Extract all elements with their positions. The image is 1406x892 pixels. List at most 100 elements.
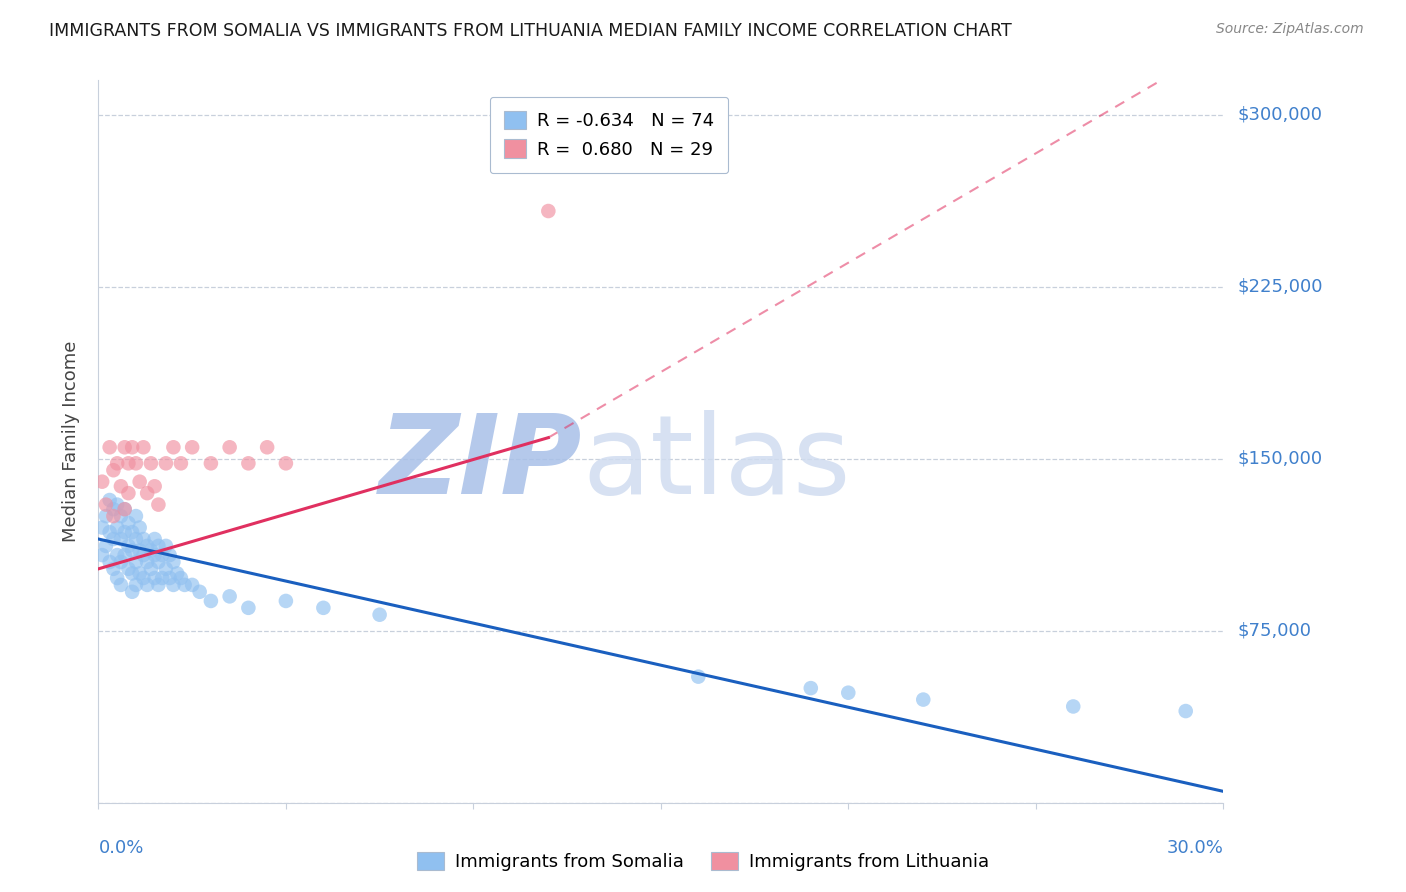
Point xyxy=(218,590,240,604)
Text: $75,000: $75,000 xyxy=(1237,622,1312,640)
Point xyxy=(181,440,204,454)
Point xyxy=(110,555,132,569)
Text: atlas: atlas xyxy=(582,409,851,516)
Point xyxy=(121,584,143,599)
Point xyxy=(110,509,132,524)
Point xyxy=(181,578,204,592)
Point xyxy=(105,456,128,470)
Point xyxy=(132,548,155,562)
Text: 0.0%: 0.0% xyxy=(98,838,143,857)
Point xyxy=(312,600,335,615)
Point xyxy=(125,456,148,470)
Point xyxy=(155,539,177,553)
Point xyxy=(91,548,114,562)
Point xyxy=(125,578,148,592)
Point xyxy=(114,502,136,516)
Point xyxy=(143,571,166,585)
Point xyxy=(128,566,150,581)
Point xyxy=(117,562,139,576)
Point xyxy=(128,543,150,558)
Point xyxy=(150,571,173,585)
Point xyxy=(103,502,125,516)
Point xyxy=(148,555,170,569)
Point xyxy=(103,532,125,546)
Point xyxy=(238,456,260,470)
Point xyxy=(98,440,121,454)
Point xyxy=(94,509,117,524)
Point xyxy=(162,555,184,569)
Text: Source: ZipAtlas.com: Source: ZipAtlas.com xyxy=(1216,22,1364,37)
Point xyxy=(170,456,193,470)
Point xyxy=(150,548,173,562)
Point xyxy=(159,571,181,585)
Point xyxy=(103,509,125,524)
Point xyxy=(162,578,184,592)
Point xyxy=(166,566,188,581)
Point xyxy=(128,520,150,534)
Point xyxy=(170,571,193,585)
Point xyxy=(688,670,710,684)
Point xyxy=(148,498,170,512)
Text: $300,000: $300,000 xyxy=(1237,105,1322,124)
Point xyxy=(105,520,128,534)
Point xyxy=(94,498,117,512)
Point xyxy=(136,539,159,553)
Point xyxy=(148,539,170,553)
Point xyxy=(105,571,128,585)
Point xyxy=(117,486,139,500)
Point xyxy=(274,456,297,470)
Point xyxy=(121,440,143,454)
Point xyxy=(155,456,177,470)
Point xyxy=(188,584,211,599)
Point xyxy=(139,562,162,576)
Y-axis label: Median Family Income: Median Family Income xyxy=(62,341,80,542)
Point xyxy=(98,525,121,540)
Point xyxy=(256,440,278,454)
Point xyxy=(125,532,148,546)
Point xyxy=(114,548,136,562)
Point xyxy=(136,578,159,592)
Point xyxy=(132,532,155,546)
Point xyxy=(218,440,240,454)
Point xyxy=(143,532,166,546)
Point xyxy=(117,456,139,470)
Point xyxy=(110,578,132,592)
Point xyxy=(1062,699,1084,714)
Point xyxy=(91,520,114,534)
Text: ZIP: ZIP xyxy=(378,409,582,516)
Point xyxy=(125,555,148,569)
Point xyxy=(148,578,170,592)
Point xyxy=(114,525,136,540)
Point xyxy=(117,516,139,530)
Point xyxy=(103,562,125,576)
Point xyxy=(173,578,195,592)
Point xyxy=(114,440,136,454)
Point xyxy=(117,539,139,553)
Point xyxy=(136,555,159,569)
Point xyxy=(274,594,297,608)
Point xyxy=(368,607,391,622)
Point xyxy=(110,479,132,493)
Point xyxy=(200,594,222,608)
Point xyxy=(136,486,159,500)
Text: 30.0%: 30.0% xyxy=(1167,838,1223,857)
Point xyxy=(837,686,859,700)
Point xyxy=(912,692,935,706)
Point xyxy=(121,566,143,581)
Point xyxy=(143,479,166,493)
Point xyxy=(105,548,128,562)
Point xyxy=(139,543,162,558)
Point xyxy=(139,456,162,470)
Point xyxy=(128,475,150,489)
Point xyxy=(98,493,121,508)
Point xyxy=(121,525,143,540)
Text: IMMIGRANTS FROM SOMALIA VS IMMIGRANTS FROM LITHUANIA MEDIAN FAMILY INCOME CORREL: IMMIGRANTS FROM SOMALIA VS IMMIGRANTS FR… xyxy=(49,22,1012,40)
Point xyxy=(114,502,136,516)
Point xyxy=(1174,704,1197,718)
Legend: R = -0.634   N = 74, R =  0.680   N = 29: R = -0.634 N = 74, R = 0.680 N = 29 xyxy=(489,96,728,173)
Point xyxy=(238,600,260,615)
Point xyxy=(105,498,128,512)
Point xyxy=(200,456,222,470)
Point xyxy=(94,539,117,553)
Legend: Immigrants from Somalia, Immigrants from Lithuania: Immigrants from Somalia, Immigrants from… xyxy=(409,845,997,879)
